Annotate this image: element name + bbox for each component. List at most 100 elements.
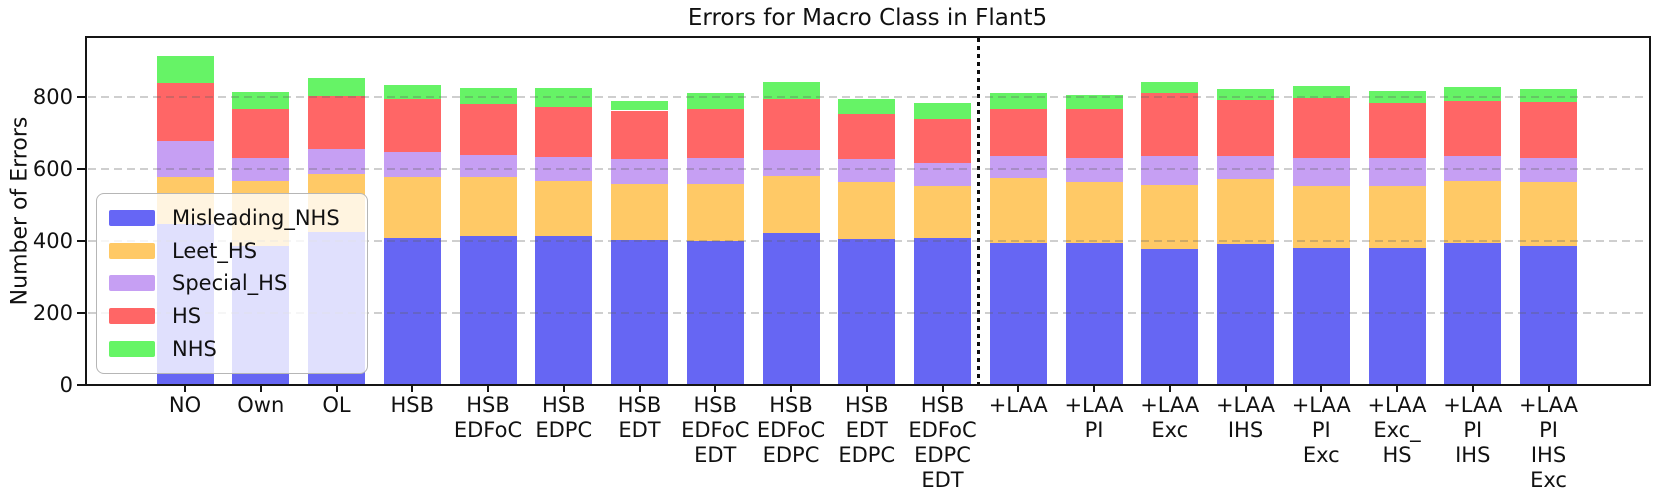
bar-segment-Misleading_NHS: [1444, 242, 1502, 385]
bar-segment-HS: [989, 108, 1047, 156]
bar-segment-Special_HS: [459, 155, 517, 178]
bar-segment-Misleading_NHS: [1217, 243, 1274, 385]
bar-segment-HS: [1065, 109, 1123, 158]
x-tick-label: +LAA PI IHS Exc: [1518, 393, 1579, 488]
bar-segment-HS: [459, 104, 517, 156]
y-axis-label: Number of Errors: [7, 116, 33, 306]
x-tick-mark: [1017, 386, 1020, 392]
bar-segment-NHS: [383, 84, 441, 99]
bar-segment-NHS: [156, 55, 214, 83]
bar-segment-Misleading_NHS: [1520, 245, 1577, 385]
bar-segment-Special_HS: [232, 157, 290, 181]
bar-segment-Special_HS: [989, 155, 1047, 179]
bar-segment-Special_HS: [914, 163, 971, 186]
x-tick-mark: [335, 386, 338, 392]
bar-segment-Misleading_NHS: [1065, 243, 1123, 385]
x-tick-label: +LAA PI: [1064, 393, 1124, 442]
x-tick-mark: [1244, 386, 1247, 392]
bar-segment-HS: [611, 110, 668, 159]
bar-segment-NHS: [914, 102, 971, 119]
bar-segment-Special_HS: [611, 158, 668, 185]
x-tick-mark: [1471, 386, 1474, 392]
legend-item: NHS: [109, 332, 355, 365]
gridline: [88, 312, 1648, 315]
x-tick-label: +LAA PI Exc: [1291, 393, 1351, 467]
y-tick-mark: [77, 96, 85, 99]
legend-label: Special_HS: [172, 271, 288, 296]
x-tick-mark: [411, 386, 414, 392]
bar-segment-Misleading_NHS: [838, 238, 896, 385]
bar-segment-Special_HS: [1292, 157, 1350, 186]
y-tick-label: 800: [32, 85, 73, 110]
bar-segment-HS: [762, 99, 820, 150]
x-tick-label: HSB EDFoC EDPC EDT: [908, 393, 977, 488]
bar-segment-Leet_HS: [1217, 179, 1274, 244]
legend-swatch: [109, 242, 155, 259]
x-tick-mark: [865, 386, 868, 392]
bar-segment-Misleading_NHS: [1292, 247, 1350, 385]
gridline: [88, 240, 1648, 243]
chart-title: Errors for Macro Class in Flant5: [687, 5, 1048, 31]
y-tick-label: 0: [59, 373, 73, 397]
x-tick-label: HSB EDT: [617, 393, 662, 442]
bar-segment-NHS: [1520, 89, 1577, 102]
bar-segment-Leet_HS: [1141, 184, 1199, 249]
bar-segment-HS: [1520, 101, 1577, 158]
bar-segment-NHS: [1065, 95, 1123, 110]
y-tick-label: 200: [32, 301, 73, 326]
x-tick-label: HSB EDPC: [535, 393, 593, 442]
bar-segment-NHS: [838, 98, 896, 114]
bar-segment-Special_HS: [308, 149, 365, 175]
bar-segment-Leet_HS: [383, 177, 441, 238]
bar-segment-NHS: [232, 92, 290, 110]
x-tick-mark: [184, 386, 186, 392]
x-tick-mark: [1320, 386, 1323, 392]
x-tick-mark: [1093, 386, 1095, 392]
bar-segment-Special_HS: [1520, 157, 1577, 183]
bar-segment-Misleading_NHS: [535, 236, 593, 385]
legend-item: Misleading_NHS: [109, 202, 355, 235]
bar-segment-NHS: [535, 88, 593, 107]
legend-item: Leet_HS: [109, 235, 355, 268]
x-tick-label: +LAA: [988, 393, 1048, 417]
bar-segment-NHS: [762, 82, 820, 100]
legend-label: Misleading_NHS: [172, 206, 340, 231]
bar-segment-HS: [1292, 97, 1350, 158]
bar-segment-Leet_HS: [838, 182, 896, 239]
y-tick-mark: [77, 168, 85, 171]
bar-segment-Leet_HS: [459, 177, 517, 237]
bar-segment-Special_HS: [156, 140, 214, 178]
bar-segment-NHS: [1444, 87, 1502, 101]
bar-segment-Misleading_NHS: [762, 233, 820, 385]
legend-swatch: [109, 308, 155, 325]
bar-segment-NHS: [308, 78, 365, 97]
x-tick-label: +LAA IHS: [1215, 393, 1276, 442]
bar-segment-Special_HS: [838, 158, 896, 183]
y-tick-mark: [77, 312, 85, 315]
bar-segment-HS: [308, 96, 365, 149]
bar-segment-Leet_HS: [762, 175, 820, 234]
bar-segment-Special_HS: [383, 152, 441, 178]
bar-segment-Special_HS: [1065, 157, 1123, 183]
bar-segment-NHS: [989, 93, 1047, 109]
legend-swatch: [109, 340, 155, 357]
bar-segment-Misleading_NHS: [914, 238, 971, 385]
x-tick-label: Own: [237, 393, 285, 417]
bar-segment-Special_HS: [686, 157, 744, 185]
x-tick-label: NO: [168, 393, 202, 417]
x-tick-label: +LAA Exc: [1140, 393, 1200, 442]
bar-segment-Leet_HS: [1292, 185, 1350, 248]
bar-segment-Special_HS: [1141, 155, 1199, 185]
bar-segment-Misleading_NHS: [459, 236, 517, 385]
bar-segment-Misleading_NHS: [1368, 247, 1426, 385]
legend-label: NHS: [172, 336, 217, 361]
gridline: [88, 96, 1648, 99]
separator-dotted-line: [977, 38, 980, 384]
bar-segment-NHS: [1368, 90, 1426, 104]
bar-segment-HS: [1368, 103, 1426, 158]
bar-segment-Leet_HS: [1368, 186, 1426, 248]
bar-segment-HS: [1444, 100, 1502, 156]
bar-segment-Leet_HS: [686, 184, 744, 242]
legend-label: HS: [172, 304, 202, 329]
bar-segment-Misleading_NHS: [989, 242, 1047, 385]
